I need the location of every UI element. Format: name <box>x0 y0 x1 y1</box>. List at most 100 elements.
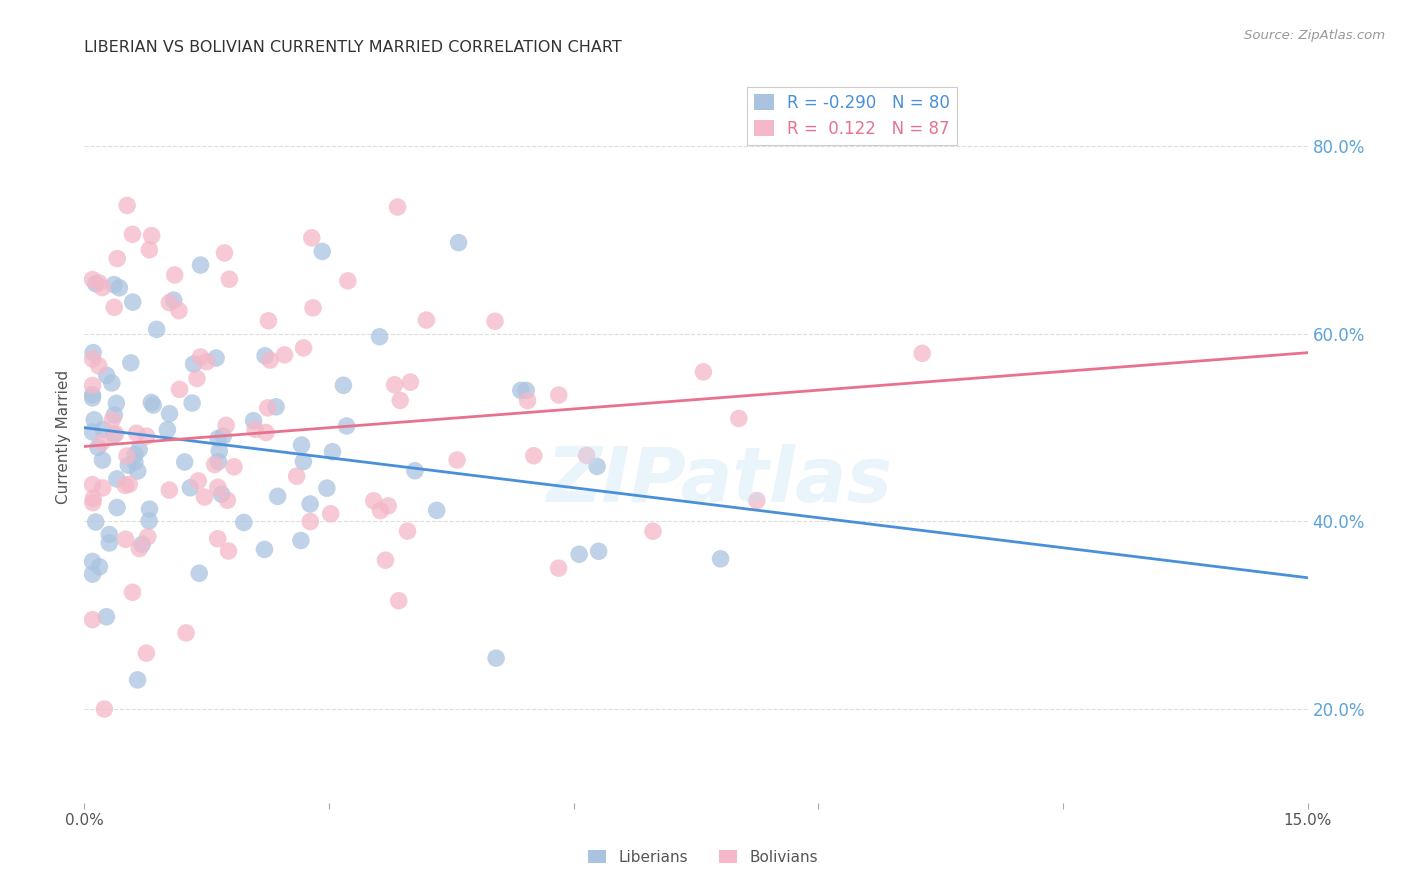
Point <box>207 532 229 546</box>
Point <box>173 455 195 469</box>
Point <box>98 536 121 550</box>
Point <box>208 444 231 458</box>
Point <box>105 396 128 410</box>
Point <box>156 423 179 437</box>
Point <box>509 384 531 398</box>
Point <box>207 480 229 494</box>
Point <box>138 514 160 528</box>
Point <box>389 393 412 408</box>
Point <box>82 378 104 392</box>
Point <box>321 444 343 458</box>
Point <box>516 393 538 408</box>
Point <box>404 464 426 478</box>
Point <box>222 459 245 474</box>
Point <box>259 353 281 368</box>
Point <box>169 383 191 397</box>
Point <box>384 377 406 392</box>
Point <box>103 277 125 292</box>
Point <box>87 441 110 455</box>
Point <box>187 474 209 488</box>
Point <box>212 429 235 443</box>
Point <box>115 198 138 212</box>
Point <box>207 454 229 468</box>
Point <box>193 490 215 504</box>
Point <box>374 553 396 567</box>
Point <box>415 313 437 327</box>
Point <box>131 537 153 551</box>
Point <box>142 398 165 412</box>
Point <box>253 542 276 557</box>
Point <box>254 349 277 363</box>
Point <box>124 448 146 462</box>
Point <box>188 566 211 581</box>
Point <box>215 418 238 433</box>
Point <box>117 458 139 473</box>
Point <box>264 400 287 414</box>
Point <box>82 554 104 568</box>
Point <box>82 567 104 582</box>
Point <box>105 500 128 515</box>
Point <box>91 453 114 467</box>
Point <box>370 503 392 517</box>
Text: LIBERIAN VS BOLIVIAN CURRENTLY MARRIED CORRELATION CHART: LIBERIAN VS BOLIVIAN CURRENTLY MARRIED C… <box>84 40 621 55</box>
Point <box>547 388 569 402</box>
Point <box>93 702 115 716</box>
Point <box>692 365 714 379</box>
Point <box>105 252 128 266</box>
Point <box>290 438 312 452</box>
Point <box>145 322 167 336</box>
Point <box>484 314 506 328</box>
Point <box>157 483 180 497</box>
Point <box>586 459 609 474</box>
Point <box>181 396 204 410</box>
Point <box>523 449 546 463</box>
Point <box>136 530 159 544</box>
Point <box>218 272 240 286</box>
Point <box>82 272 104 286</box>
Point <box>204 458 226 472</box>
Point <box>190 258 212 272</box>
Point <box>179 481 201 495</box>
Point <box>485 651 508 665</box>
Point <box>114 478 136 492</box>
Point <box>138 243 160 257</box>
Point <box>82 495 104 509</box>
Point <box>103 427 125 442</box>
Point <box>336 419 359 434</box>
Text: ZIPatlas: ZIPatlas <box>547 444 893 518</box>
Point <box>186 371 208 385</box>
Text: Source: ZipAtlas.com: Source: ZipAtlas.com <box>1244 29 1385 42</box>
Point <box>302 301 325 315</box>
Point <box>141 395 163 409</box>
Point <box>641 524 664 539</box>
Point <box>301 231 323 245</box>
Point <box>205 351 228 365</box>
Point <box>124 455 146 469</box>
Point <box>101 413 124 427</box>
Point <box>96 609 118 624</box>
Point <box>368 330 391 344</box>
Point <box>387 200 409 214</box>
Point <box>98 527 121 541</box>
Point <box>135 646 157 660</box>
Point <box>83 413 105 427</box>
Point <box>138 502 160 516</box>
Point <box>96 368 118 383</box>
Point <box>207 432 229 446</box>
Point <box>588 544 610 558</box>
Point <box>332 378 354 392</box>
Point <box>89 559 111 574</box>
Point <box>105 472 128 486</box>
Point <box>101 376 124 390</box>
Point <box>547 561 569 575</box>
Point <box>254 425 277 440</box>
Point <box>128 442 150 457</box>
Point <box>217 493 239 508</box>
Point <box>446 453 468 467</box>
Point <box>388 593 411 607</box>
Point <box>121 585 143 599</box>
Point <box>515 384 537 398</box>
Point <box>82 491 104 506</box>
Point <box>727 411 749 425</box>
Point <box>93 423 115 437</box>
